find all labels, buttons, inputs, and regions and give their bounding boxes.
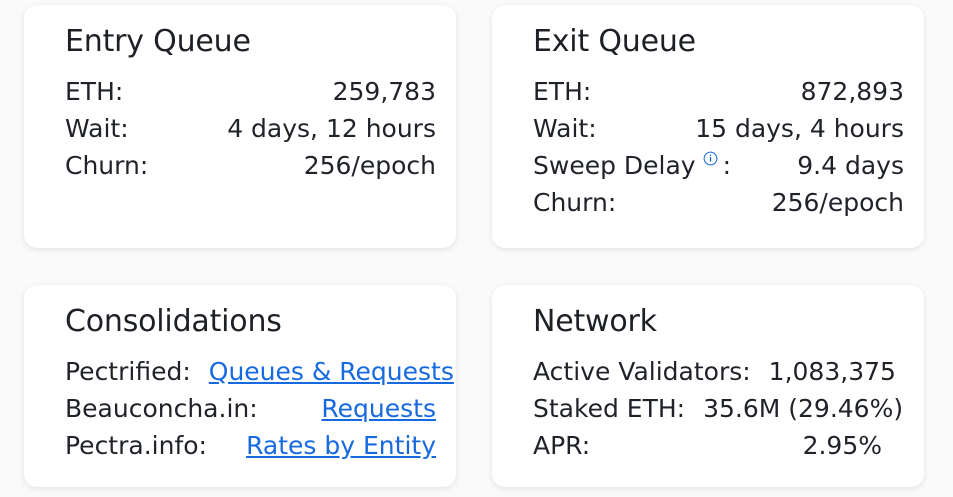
stat-label-apr: APR: — [533, 430, 591, 460]
stat-value-staked-eth: 35.6M (29.46%) — [703, 393, 904, 423]
link-row-pectrified: Pectrified: Queues & Requests — [65, 353, 454, 390]
card-rows-entry-queue: ETH: 259,783 Wait: 4 days, 12 hours Chur… — [65, 73, 436, 184]
card-title-exit-queue: Exit Queue — [533, 24, 696, 59]
stat-row-wait: Wait: 4 days, 12 hours — [65, 110, 436, 147]
stat-label-staked-eth: Staked ETH: — [533, 393, 686, 423]
stat-row-sweep-delay: Sweep Delay : 9.4 days — [533, 147, 904, 184]
stat-value-active-validators: 1,083,375 — [768, 356, 896, 386]
link-label-pectrified: Pectrified: — [65, 356, 191, 386]
stat-row-apr: APR: 2.95% — [533, 427, 882, 464]
stat-label-eth: ETH: — [533, 76, 592, 106]
card-consolidations: Consolidations Pectrified: Queues & Requ… — [24, 285, 456, 487]
stat-row-wait: Wait: 15 days, 4 hours — [533, 110, 904, 147]
link-label-beaconchain: Beauconcha.in: — [65, 393, 258, 423]
card-rows-network: Active Validators: 1,083,375 Staked ETH:… — [533, 353, 904, 464]
card-rows-exit-queue: ETH: 872,893 Wait: 15 days, 4 hours Swee… — [533, 73, 904, 221]
link-label-pectra-info: Pectra.info: — [65, 430, 207, 460]
card-title-consolidations: Consolidations — [65, 304, 282, 339]
stat-value-churn: 256/epoch — [303, 150, 436, 180]
stat-value-churn: 256/epoch — [771, 187, 904, 217]
stat-label-sweep-delay: Sweep Delay — [533, 150, 696, 180]
card-title-entry-queue: Entry Queue — [65, 24, 251, 59]
stat-label-wait: Wait: — [533, 113, 597, 143]
link-queues-and-requests[interactable]: Queues & Requests — [208, 356, 454, 386]
link-rates-by-entity[interactable]: Rates by Entity — [246, 430, 436, 460]
stat-row-eth: ETH: 259,783 — [65, 73, 436, 110]
stat-value-eth: 872,893 — [800, 76, 904, 106]
link-value-beaconchain-wrap: Requests — [303, 390, 436, 427]
info-circle-icon[interactable] — [703, 151, 718, 166]
link-value-pectrified-wrap: Queues & Requests — [191, 353, 454, 390]
stat-label-churn: Churn: — [533, 187, 617, 217]
stat-label-active-validators: Active Validators: — [533, 356, 751, 386]
stat-row-churn: Churn: 256/epoch — [65, 147, 436, 184]
card-title-network: Network — [533, 304, 657, 339]
stat-row-churn: Churn: 256/epoch — [533, 184, 904, 221]
stat-row-staked-eth: Staked ETH: 35.6M (29.46%) — [533, 390, 903, 427]
stat-label-sweep-delay-colon: : — [722, 150, 732, 180]
stat-label-eth: ETH: — [65, 76, 124, 106]
link-requests[interactable]: Requests — [321, 393, 436, 423]
stat-label-churn: Churn: — [65, 150, 149, 180]
stat-value-sweep-delay: 9.4 days — [797, 150, 904, 180]
stat-value-apr: 2.95% — [802, 430, 882, 460]
link-value-pectra-info-wrap: Rates by Entity — [228, 427, 436, 464]
card-network: Network Active Validators: 1,083,375 Sta… — [492, 285, 924, 487]
stat-row-eth: ETH: 872,893 — [533, 73, 904, 110]
card-exit-queue: Exit Queue ETH: 872,893 Wait: 15 days, 4… — [492, 5, 924, 248]
stat-row-active-validators: Active Validators: 1,083,375 — [533, 353, 896, 390]
link-row-beaconchain: Beauconcha.in: Requests — [65, 390, 436, 427]
link-row-pectra-info: Pectra.info: Rates by Entity — [65, 427, 436, 464]
stat-label-wait: Wait: — [65, 113, 129, 143]
card-entry-queue: Entry Queue ETH: 259,783 Wait: 4 days, 1… — [24, 5, 456, 248]
card-rows-consolidations: Pectrified: Queues & Requests Beauconcha… — [65, 353, 454, 464]
stat-value-eth: 259,783 — [332, 76, 436, 106]
stat-value-wait: 4 days, 12 hours — [227, 113, 436, 143]
stat-label-sweep-delay-group: Sweep Delay : — [533, 147, 731, 184]
stat-value-wait: 15 days, 4 hours — [695, 113, 904, 143]
